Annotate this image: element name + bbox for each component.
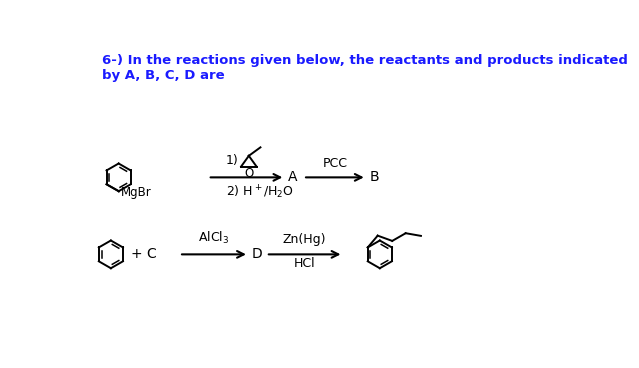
Text: HCl: HCl bbox=[294, 257, 316, 270]
Text: PCC: PCC bbox=[322, 157, 348, 170]
Text: O: O bbox=[244, 167, 254, 180]
Text: Zn(Hg): Zn(Hg) bbox=[283, 233, 327, 246]
Text: D: D bbox=[252, 247, 263, 261]
Text: AlCl$_3$: AlCl$_3$ bbox=[198, 230, 229, 246]
Text: 6-) In the reactions given below, the reactants and products indicated
by A, B, : 6-) In the reactions given below, the re… bbox=[102, 54, 627, 82]
Text: MgBr: MgBr bbox=[121, 185, 152, 198]
Text: 1): 1) bbox=[226, 154, 238, 167]
Text: B: B bbox=[370, 170, 380, 184]
Text: A: A bbox=[288, 170, 298, 184]
Text: 2) H$^+$/H$_2$O: 2) H$^+$/H$_2$O bbox=[226, 184, 293, 201]
Text: + C: + C bbox=[131, 247, 157, 261]
